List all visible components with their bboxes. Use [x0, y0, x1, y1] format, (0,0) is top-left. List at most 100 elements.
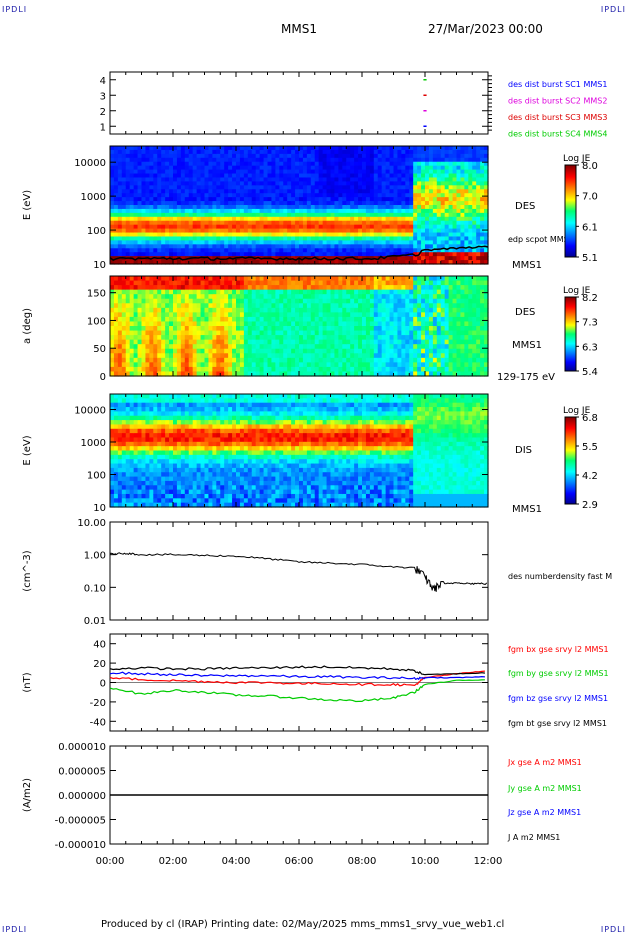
panel-3-colorbar-label: 6.3 [582, 342, 598, 353]
corner-mark-top-left: IPDLI [2, 5, 28, 14]
panel-2-colorbar-label: 8.0 [582, 161, 598, 172]
panel-2-ytick-label: 1000 [81, 192, 106, 203]
panel-2-overlay-label: edp scpot MMS1 [508, 235, 574, 244]
stacked-plot-figure: 1 2 3 4 des dist burst SC1 MMS1 des dist burs… [22, 71, 612, 867]
density-series-line [109, 552, 488, 592]
panel-2-spectrogram [110, 146, 489, 265]
x-axis-tick-label: 10:00 [411, 856, 440, 867]
panel-5-ytick-label: 0.01 [84, 616, 106, 627]
panel-2-ylabel: E (eV) [22, 190, 33, 220]
b-field-series-4 [109, 665, 485, 676]
panel-4-ytick-label: 100 [87, 471, 106, 482]
legend-bfield-1: fgm bx gse srvy l2 MMS1 [508, 645, 609, 654]
panel-5-ytick-label: 10.00 [77, 518, 106, 529]
panel-6-ylabel: (nT) [22, 672, 33, 692]
panel-5-frame [109, 521, 489, 621]
x-axis-tick-label: 02:00 [159, 856, 188, 867]
panel-2-sc-label: MMS1 [512, 260, 542, 271]
panel-4-colorbar-title: Log JE [563, 406, 591, 416]
panel-2-ytick-label: 100 [87, 226, 106, 237]
panel-1-ytick-label: 2 [100, 107, 106, 118]
panel-3-ytick-label: 50 [93, 344, 106, 355]
panel-4-sc-label: MMS1 [512, 504, 542, 515]
panel-4-colorbar-label: 6.8 [582, 413, 598, 424]
panel-3-colorbar [564, 296, 577, 372]
panel-4-ytick-label: 10 [93, 503, 106, 514]
panel-3-colorbar-label: 8.2 [582, 293, 598, 304]
panel-3-sc-label: MMS1 [512, 340, 542, 351]
panel-6-ytick-label: 20 [93, 659, 106, 670]
panel-7-ylabel: (A/m2) [22, 778, 33, 812]
panel-3-ytick-label: 100 [87, 316, 106, 327]
panel-6-ytick-label: 40 [93, 640, 106, 651]
legend-current-2: Jy gse A m2 MMS1 [507, 784, 582, 793]
panel-3-ytick-label: 0 [100, 372, 106, 383]
x-axis-tick-label: 04:00 [222, 856, 251, 867]
panel-4-species-label: DIS [515, 445, 532, 456]
scpot-overlay-line [109, 245, 489, 261]
panel-4-colorbar [564, 416, 577, 505]
panel-2-colorbar [564, 164, 577, 258]
x-axis-tick-label: 08:00 [348, 856, 377, 867]
panel-2-colorbar-label: 7.0 [582, 192, 598, 203]
legend-bfield-2: fgm by gse srvy l2 MMS1 [508, 669, 609, 678]
panel-7-ytick-label: -0.000005 [55, 816, 106, 827]
panel-1-ytick-label: 3 [100, 91, 106, 102]
panel-3-colorbar-title: Log JE [563, 286, 591, 296]
legend-burst-sc4: des dist burst SC4 MMS4 [508, 130, 607, 139]
legend-bfield-4: fgm bt gse srvy l2 MMS1 [508, 719, 607, 728]
panel-3-colorbar-label: 5.4 [582, 367, 598, 378]
legend-burst-sc2: des dist burst SC2 MMS2 [508, 97, 607, 106]
panel-6-ytick-label: 0 [100, 679, 106, 690]
panel-3-energy-label: 129-175 eV [497, 372, 555, 383]
panel-4-spectrogram [110, 394, 489, 508]
panel-5-ylabel: (cm^-3) [22, 550, 33, 591]
panel-4-ylabel: E (eV) [22, 435, 33, 465]
panel-4-ytick-label: 1000 [81, 438, 106, 449]
legend-bfield-3: fgm bz gse srvy l2 MMS1 [508, 694, 608, 703]
legend-current-3: Jz gse A m2 MMS1 [507, 808, 581, 817]
panel-3-ytick-label: 150 [87, 289, 106, 300]
corner-mark-top-right: IPDLI [600, 5, 626, 14]
panel-4-ytick-label: 10000 [74, 406, 106, 417]
legend-burst-sc3: des dist burst SC3 MMS3 [508, 113, 607, 122]
x-axis-tick-label: 06:00 [285, 856, 314, 867]
panel-4-colorbar-label: 5.5 [582, 442, 598, 453]
corner-mark-bottom-right: IPDLI [600, 925, 626, 934]
panel-6-ytick-label: -40 [90, 717, 106, 728]
header-datetime: 27/Mar/2023 00:00 [428, 22, 543, 36]
panel-7-ytick-label: 0.000005 [58, 767, 106, 778]
panel-1-frame [109, 71, 489, 135]
b-field-series-3 [109, 671, 485, 681]
panel-2-ytick-label: 10000 [74, 158, 106, 169]
x-axis-tick-label: 00:00 [96, 856, 125, 867]
panel-7-ytick-label: 0.000000 [58, 791, 106, 802]
panel-6-ytick-label: -20 [90, 698, 106, 709]
panel-7-ytick-label: -0.000010 [55, 840, 106, 851]
header-mission: MMS1 [281, 22, 317, 36]
panel-5-ytick-label: 1.00 [84, 551, 106, 562]
panel-2-colorbar-label: 6.1 [582, 222, 598, 233]
panel-1-ytick-label: 4 [100, 76, 106, 87]
panel-4-colorbar-label: 4.2 [582, 471, 598, 482]
footer-credit: Produced by cl (IRAP) Printing date: 02/… [101, 919, 505, 930]
panel-3-ylabel: a (deg) [22, 308, 33, 344]
b-field-series-1 [109, 670, 485, 687]
legend-density: des numberdensity fast M [508, 572, 612, 581]
panel-1-ytick-label: 1 [100, 122, 106, 133]
panel-3-spectrogram [110, 276, 489, 377]
legend-current-1: Jx gse A m2 MMS1 [507, 758, 582, 767]
b-field-series-2 [109, 679, 485, 703]
x-axis-tick-label: 12:00 [474, 856, 503, 867]
panel-5-ytick-label: 0.10 [84, 583, 106, 594]
panel-3-species-label: DES [515, 307, 535, 318]
panel-2-colorbar-title: Log JE [563, 154, 591, 164]
panel-2-colorbar-label: 5.1 [582, 253, 598, 264]
panel-4-colorbar-label: 2.9 [582, 500, 598, 511]
panel-2-ytick-label: 10 [93, 260, 106, 271]
panel-3-colorbar-label: 7.3 [582, 318, 598, 329]
panel-7-ytick-label: 0.000010 [58, 742, 106, 753]
legend-current-4: J A m2 MMS1 [507, 833, 560, 842]
panel-2-species-label: DES [515, 201, 535, 212]
legend-burst-sc1: des dist burst SC1 MMS1 [508, 80, 607, 89]
